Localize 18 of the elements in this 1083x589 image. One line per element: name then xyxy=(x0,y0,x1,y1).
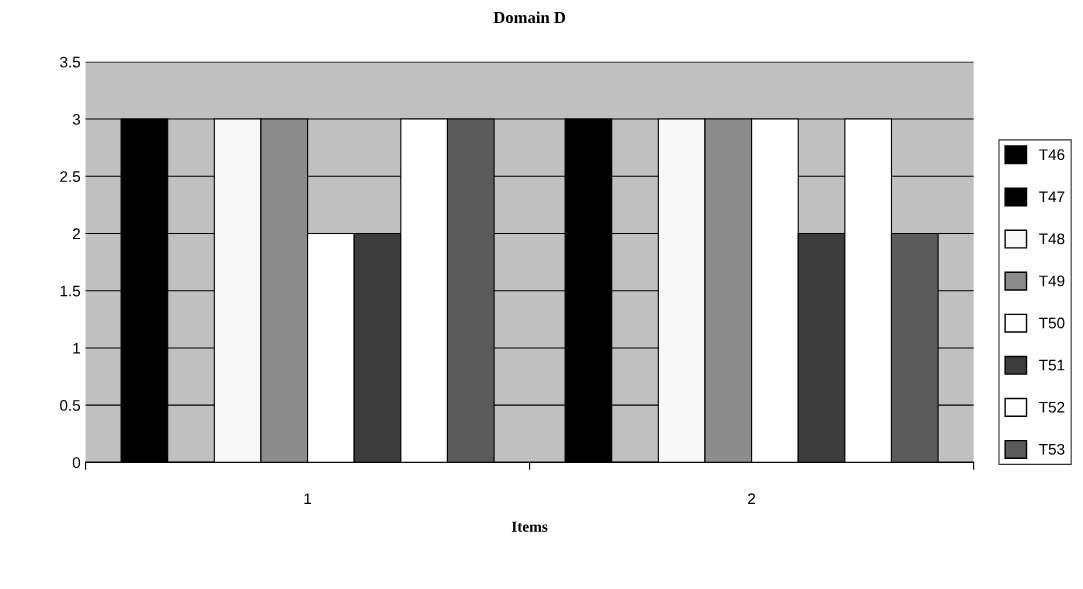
legend-label: T50 xyxy=(1039,317,1065,329)
legend-label: T53 xyxy=(1039,443,1065,455)
y-tick-label: 1 xyxy=(73,342,80,354)
y-tick-label: 3 xyxy=(72,113,81,125)
legend-label: T51 xyxy=(1039,359,1065,371)
x-axis-title: Items xyxy=(511,521,548,532)
legend-label: T48 xyxy=(1039,233,1065,245)
legend-label: T49 xyxy=(1039,275,1065,287)
y-tick-label: 3.5 xyxy=(60,56,81,68)
y-tick-label: 1.5 xyxy=(60,285,81,297)
legend-label: T46 xyxy=(1039,149,1065,161)
y-tick-label: 0 xyxy=(72,457,81,469)
chart-title: Domain D xyxy=(493,11,566,24)
legend-label: T47 xyxy=(1039,191,1065,203)
y-tick-label: 0.5 xyxy=(60,400,81,411)
legend-label: T52 xyxy=(1039,401,1065,413)
y-tick-label: 2.5 xyxy=(60,171,81,182)
y-tick-label: 2 xyxy=(72,228,80,240)
